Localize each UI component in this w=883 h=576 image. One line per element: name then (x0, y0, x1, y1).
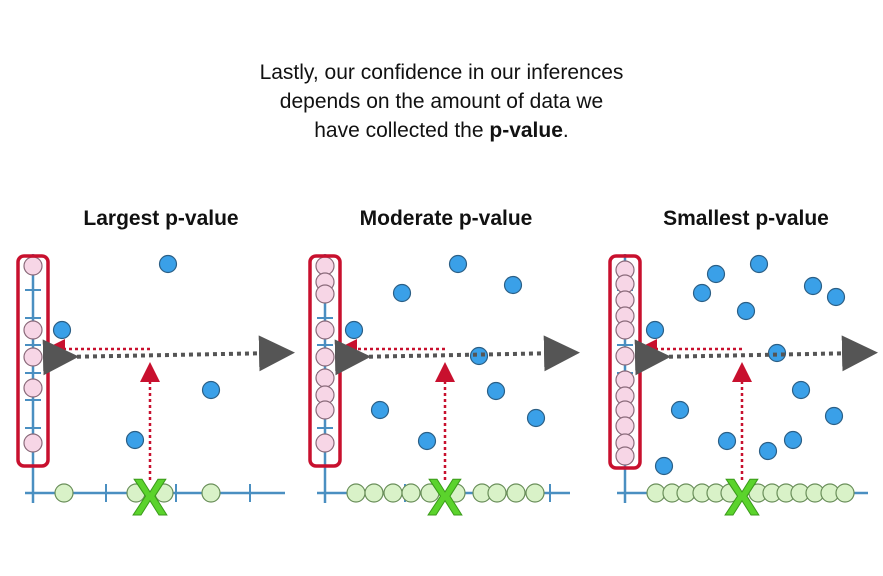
residual-point (615, 320, 635, 340)
panel-2 (608, 254, 878, 503)
ground-point (487, 483, 507, 503)
ground-point (525, 483, 545, 503)
ground-point (420, 483, 440, 503)
spread-double-arrow (334, 335, 580, 376)
data-point (791, 380, 811, 400)
data-point (526, 408, 546, 428)
panel-0 (16, 254, 295, 503)
residual-point (23, 320, 43, 340)
residual-point (315, 433, 335, 453)
residual-point (23, 378, 43, 398)
spread-double-arrow (42, 335, 295, 376)
data-point (52, 320, 72, 340)
spread-double-arrow (634, 335, 878, 376)
data-point (645, 320, 665, 340)
ground-point (676, 483, 696, 503)
ground-point (446, 483, 466, 503)
ground-point (54, 483, 74, 503)
ground-point (506, 483, 526, 503)
x-marker: X (133, 469, 168, 527)
data-point (670, 400, 690, 420)
data-point (803, 276, 823, 296)
caption: Lastly, our confidence in our inferences… (0, 58, 883, 145)
data-point (736, 301, 756, 321)
caption-line-3-pre: have collected the (314, 119, 490, 142)
data-point (692, 283, 712, 303)
panel-1 (308, 254, 580, 503)
residual-point (315, 256, 335, 276)
ground-point (401, 483, 421, 503)
data-point (824, 406, 844, 426)
ground-point (835, 483, 855, 503)
panel-title-smallest: Smallest p-value (663, 207, 829, 230)
panel-title-moderate: Moderate p-value (359, 207, 533, 230)
caption-line-1: Lastly, our confidence in our inferences (259, 61, 624, 84)
residual-point (315, 320, 335, 340)
residual-point (615, 274, 635, 294)
ground-point (720, 483, 740, 503)
data-point (706, 264, 726, 284)
ground-point (364, 483, 384, 503)
ground-point (646, 483, 666, 503)
caption-line-2: depends on the amount of data we (279, 90, 604, 113)
data-point (486, 381, 506, 401)
residual-point (615, 346, 635, 366)
caption-line-3-bold: p-value (489, 119, 563, 142)
residual-point (615, 400, 635, 420)
data-point (783, 430, 803, 450)
data-point (125, 430, 145, 450)
residual-point (23, 256, 43, 276)
data-point (654, 456, 674, 476)
data-point (344, 320, 364, 340)
panels-layer (16, 254, 878, 503)
residual-point (23, 347, 43, 367)
residual-point (315, 284, 335, 304)
ground-point (383, 483, 403, 503)
caption-line-3: have collected the p-value. (0, 116, 883, 145)
caption-line-3-post: . (562, 119, 569, 142)
panel-title-largest: Largest p-value (83, 207, 239, 230)
residual-point (615, 446, 635, 466)
ground-point (126, 483, 146, 503)
residual-point (615, 370, 635, 390)
ground-point (346, 483, 366, 503)
residual-point (23, 433, 43, 453)
data-point (503, 275, 523, 295)
residual-point (615, 290, 635, 310)
data-point (717, 431, 737, 451)
residual-point (315, 347, 335, 367)
data-point (370, 400, 390, 420)
ground-point (154, 483, 174, 503)
data-point (826, 287, 846, 307)
data-point (448, 254, 468, 274)
data-point (201, 380, 221, 400)
residual-point (315, 400, 335, 420)
ground-point (201, 483, 221, 503)
residual-point (315, 368, 335, 388)
x-marker: X (725, 469, 760, 527)
x-marker: X (428, 469, 463, 527)
data-point (417, 431, 437, 451)
data-point (758, 441, 778, 461)
data-point (392, 283, 412, 303)
data-point (158, 254, 178, 274)
residual-point (615, 416, 635, 436)
data-point (749, 254, 769, 274)
